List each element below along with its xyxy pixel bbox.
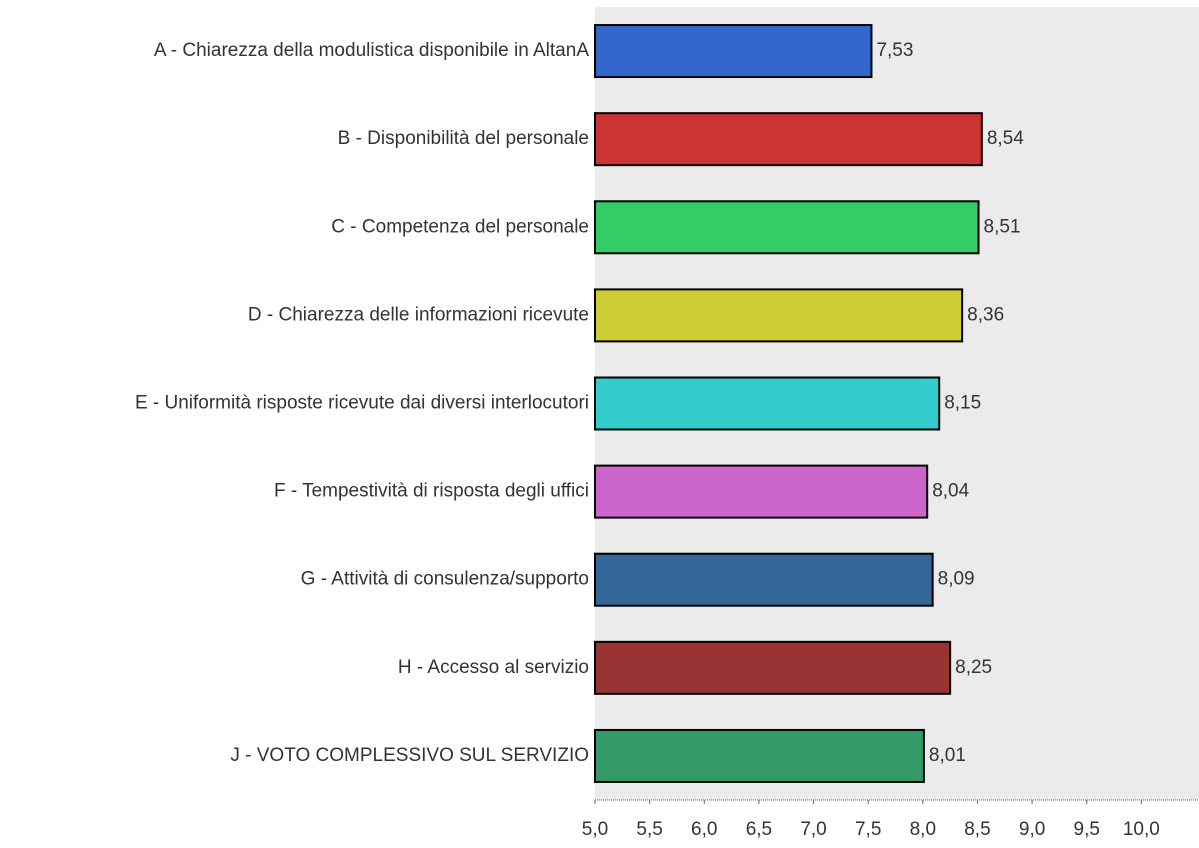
bar bbox=[594, 200, 980, 255]
y-tick-label: B - Disponibilità del personale bbox=[338, 128, 589, 149]
bar bbox=[594, 288, 964, 343]
x-tick-label: 6,5 bbox=[746, 819, 772, 840]
value-label: 7,53 bbox=[876, 40, 913, 61]
bar bbox=[594, 112, 983, 167]
y-tick-label: G - Attività di consulenza/supporto bbox=[301, 569, 589, 590]
bar bbox=[594, 552, 934, 607]
bar bbox=[594, 24, 873, 79]
x-tick-label: 6,0 bbox=[691, 819, 717, 840]
value-label: 8,15 bbox=[944, 393, 981, 414]
y-tick-label: D - Chiarezza delle informazioni ricevut… bbox=[248, 304, 589, 325]
x-tick-label: 5,5 bbox=[636, 819, 662, 840]
y-tick-label: A - Chiarezza della modulistica disponib… bbox=[154, 40, 589, 61]
y-tick-label: J - VOTO COMPLESSIVO SUL SERVIZIO bbox=[230, 745, 589, 766]
value-label: 8,36 bbox=[967, 304, 1004, 325]
bar bbox=[594, 464, 929, 519]
y-tick-label: C - Competenza del personale bbox=[331, 216, 589, 237]
value-label: 8,54 bbox=[987, 128, 1024, 149]
bar bbox=[594, 376, 941, 431]
value-label: 8,01 bbox=[929, 745, 966, 766]
value-label: 8,09 bbox=[938, 569, 975, 590]
value-label: 8,51 bbox=[984, 216, 1021, 237]
y-tick-label: F - Tempestività di risposta degli uffic… bbox=[274, 481, 589, 502]
x-tick-label: 7,5 bbox=[855, 819, 881, 840]
value-label: 8,04 bbox=[932, 481, 969, 502]
x-tick-label: 10,0 bbox=[1123, 819, 1160, 840]
bar bbox=[594, 728, 925, 783]
x-tick-label: 7,0 bbox=[800, 819, 826, 840]
x-tick-label: 5,0 bbox=[582, 819, 608, 840]
x-tick-label: 8,0 bbox=[910, 819, 936, 840]
value-label: 8,25 bbox=[955, 657, 992, 678]
y-tick-label: E - Uniformità risposte ricevute dai div… bbox=[135, 393, 589, 414]
y-tick-label: H - Accesso al servizio bbox=[398, 657, 589, 678]
x-tick-label: 8,5 bbox=[964, 819, 990, 840]
bar bbox=[594, 640, 952, 695]
x-tick-label: 9,0 bbox=[1019, 819, 1045, 840]
x-tick-label: 9,5 bbox=[1074, 819, 1100, 840]
